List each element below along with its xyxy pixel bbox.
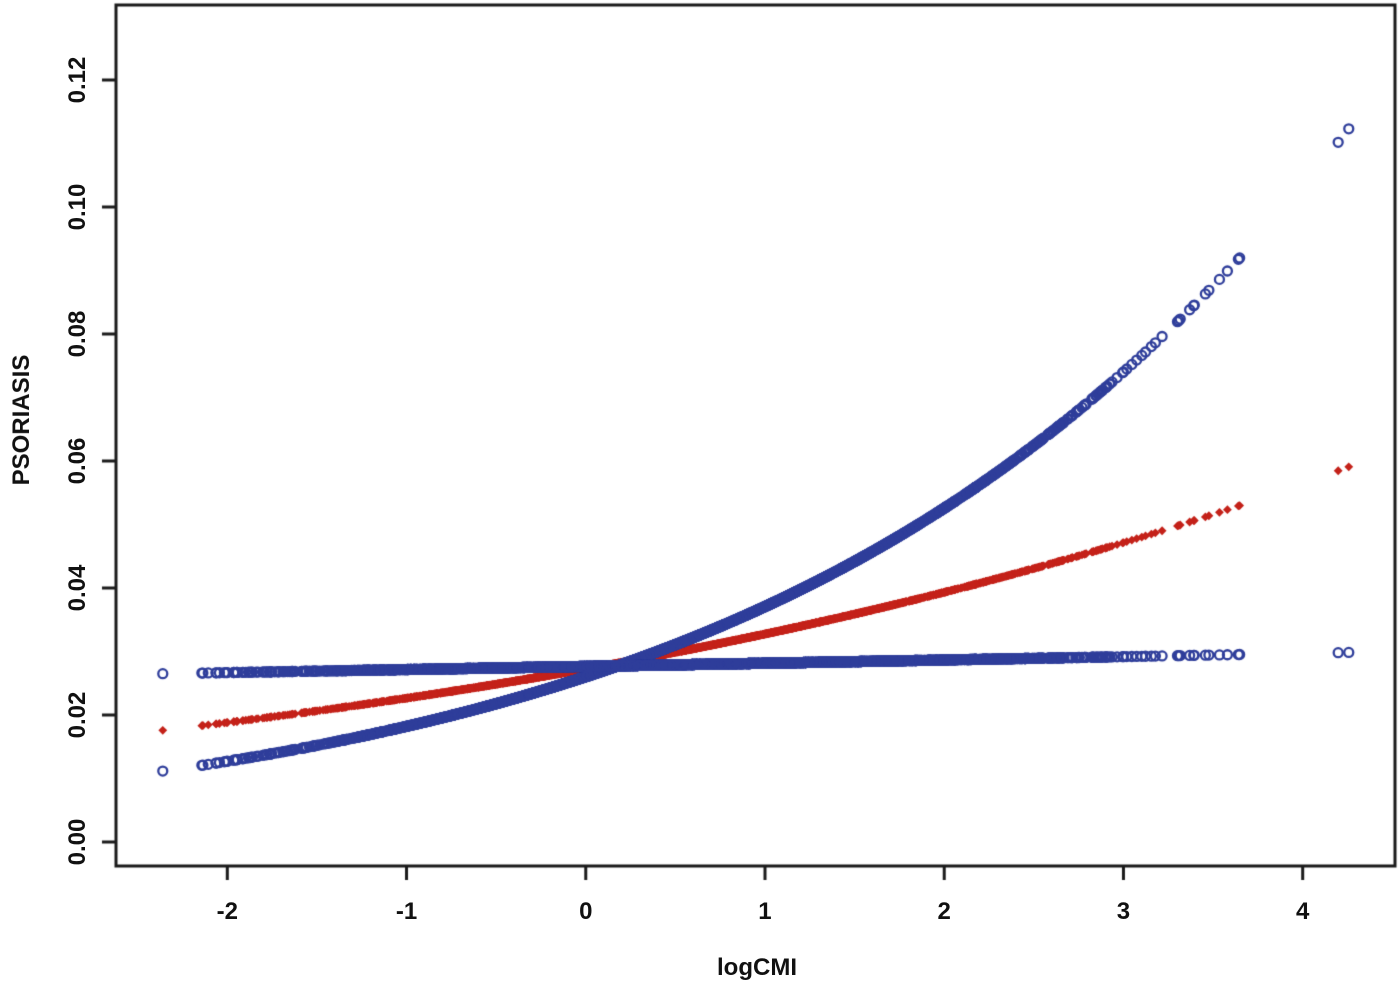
y-tick-label-4: 0.08 <box>64 310 91 358</box>
x-axis-label: logCMI <box>717 954 797 981</box>
y-tick-label-0: 0.00 <box>64 818 91 866</box>
y-tick-label-3: 0.06 <box>64 437 91 485</box>
y-tick-label-2: 0.04 <box>64 564 91 612</box>
y-tick-label-1: 0.02 <box>64 691 91 739</box>
x-tick-label-4: 2 <box>937 898 951 925</box>
x-tick-label-6: 4 <box>1296 898 1310 925</box>
x-tick-label-5: 3 <box>1116 898 1131 925</box>
y-axis-label: PSORIASIS <box>8 354 35 486</box>
x-tick-label-1: -1 <box>395 898 418 925</box>
x-tick-label-2: 0 <box>579 898 593 925</box>
y-tick-label-5: 0.10 <box>64 183 91 231</box>
y-tick-label-6: 0.12 <box>64 56 91 104</box>
x-tick-label-0: -2 <box>216 898 238 925</box>
x-tick-label-3: 1 <box>758 898 772 925</box>
